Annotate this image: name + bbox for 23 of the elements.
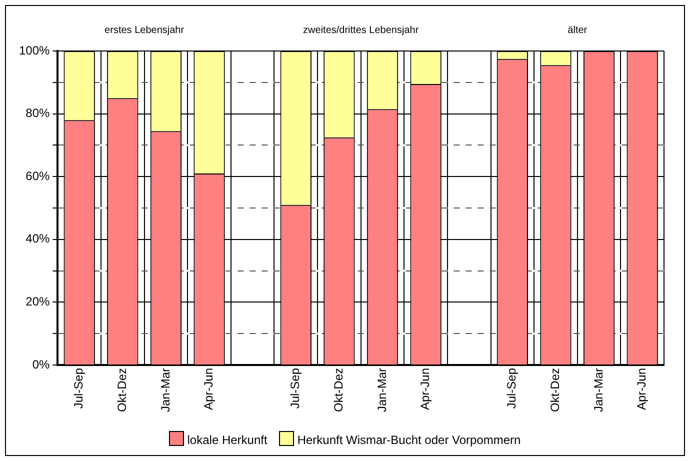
x-tick-label: Jul-Sep (72, 368, 86, 409)
y-tick-label: 100% (18, 43, 50, 58)
legend-label: lokale Herkunft (187, 433, 268, 447)
x-tick-label: Jul-Sep (504, 368, 519, 409)
x-tick-label: Okt-Dez (332, 368, 346, 412)
legend-label: Herkunft Wismar-Bucht oder Vorpommern (297, 433, 521, 447)
x-tick-label: Apr-Jun (634, 368, 649, 410)
x-tick-label: Apr-Jun (202, 368, 216, 410)
x-tick-label: Jan-Mar (158, 368, 172, 412)
x-tick-label: Okt-Dez (548, 368, 562, 412)
text: zweites/drittes Lebensjahr (303, 25, 420, 36)
y-tick-label: 80% (26, 106, 50, 120)
y-tick-label: 0% (32, 357, 50, 372)
x-tick-label: Apr-Jun (418, 368, 432, 410)
y-tick-label: 20% (26, 294, 50, 309)
x-tick-label: Jul-Sep (288, 368, 302, 409)
x-tick-label: Jan-Mar (591, 368, 606, 412)
text: erstes Lebensjahr (104, 25, 185, 36)
y-tick-label: 60% (26, 168, 50, 183)
x-tick-label: Okt-Dez (114, 368, 129, 412)
x-tick-label: Jan-Mar (374, 368, 389, 412)
y-tick-label: 40% (26, 232, 50, 246)
text: älter (568, 25, 588, 36)
